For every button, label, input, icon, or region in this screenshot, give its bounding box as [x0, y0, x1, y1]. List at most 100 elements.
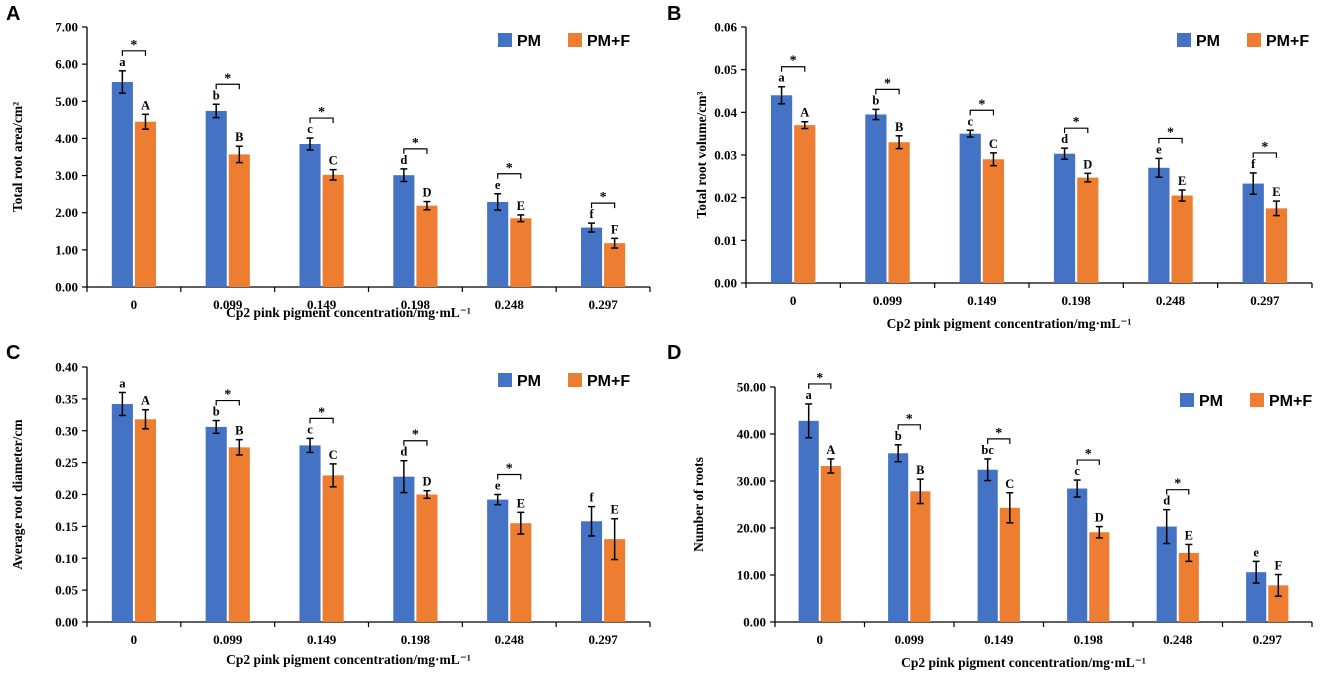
- significance-letter: d: [400, 445, 407, 459]
- x-tick-label: 0.248: [495, 632, 525, 647]
- significance-letter: b: [895, 429, 902, 443]
- x-tick-label: 0.297: [588, 632, 618, 647]
- y-axis-label: Total root area/cm²: [10, 102, 25, 212]
- significance-bracket: [215, 83, 240, 90]
- significance-star: *: [130, 38, 137, 53]
- significance-bracket: [121, 50, 147, 56]
- significance-letter: e: [495, 178, 501, 192]
- significance-letter: E: [517, 199, 525, 213]
- chart-panel-d: D 0.00 10.00 20.00 30.00 40.00 50.00 0 a A * 0.099 b…: [667, 342, 1313, 670]
- significance-letter: C: [329, 154, 338, 168]
- chart-panel-c: C 0.00 0.05 0.10 0.15 0.20 0.25 0.30 0.35 0.40 0 a A…: [6, 342, 651, 667]
- x-tick-label: 0.297: [1253, 632, 1283, 647]
- significance-bracket: [875, 88, 900, 95]
- bar-pm-plus-f-0.198: [416, 205, 438, 287]
- legend-swatch-pm: [498, 33, 512, 47]
- y-tick-label: 0.05: [55, 583, 78, 598]
- x-tick-label: 0.297: [1250, 293, 1280, 308]
- significance-star: *: [790, 54, 797, 69]
- legend-label: PM+F: [587, 33, 630, 50]
- significance-bracket: [1252, 152, 1278, 158]
- significance-star: *: [1073, 115, 1080, 130]
- bar-pm-plus-f-0.149: [982, 159, 1005, 283]
- y-tick-label: 4.00: [55, 131, 78, 146]
- significance-letter: f: [589, 491, 594, 505]
- significance-star: *: [224, 388, 231, 403]
- x-tick-label: 0.248: [1163, 632, 1193, 647]
- x-tick-label: 0: [131, 297, 138, 312]
- significance-letter: C: [329, 448, 338, 462]
- legend-label: PM: [517, 373, 541, 390]
- significance-letter: e: [1253, 545, 1259, 559]
- x-tick-label: 0.099: [895, 632, 925, 647]
- significance-letter: e: [1156, 142, 1162, 156]
- significance-bracket: [215, 399, 240, 406]
- significance-letter: b: [213, 88, 220, 102]
- significance-letter: B: [235, 130, 243, 144]
- bar-pm-plus-f-0.099: [888, 142, 910, 283]
- significance-letter: E: [1272, 185, 1280, 199]
- x-tick-label: 0: [131, 632, 138, 647]
- significance-letter: a: [119, 377, 126, 391]
- x-tick-label: 0.149: [984, 632, 1014, 647]
- panel-label-c: C: [6, 342, 20, 364]
- significance-star: *: [412, 428, 419, 443]
- legend-label: PM: [1199, 393, 1223, 410]
- bar-pm-0.099: [888, 453, 909, 622]
- significance-star: *: [1261, 140, 1268, 155]
- y-tick-label: 5.00: [55, 94, 78, 109]
- significance-letter: D: [422, 475, 431, 489]
- legend: PM PM+F: [498, 33, 630, 50]
- significance-bracket: [987, 438, 1011, 444]
- significance-letter: D: [422, 186, 431, 200]
- bar-pm-plus-f-0.297: [604, 243, 626, 287]
- x-tick-label: 0: [790, 293, 797, 308]
- y-tick-label: 50.00: [737, 380, 766, 395]
- y-tick-label: 0.30: [55, 423, 78, 438]
- bar-pm-plus-f-0.297: [604, 539, 626, 622]
- x-tick-label: 0.099: [873, 293, 903, 308]
- significance-star: *: [978, 97, 985, 112]
- x-axis-label: Cp2 pink pigment concentration/mg·mL⁻¹: [901, 655, 1146, 670]
- legend: PM PM+F: [1180, 393, 1312, 410]
- bar-pm-0.099: [865, 114, 887, 283]
- significance-letter: bc: [981, 443, 994, 457]
- legend-label: PM+F: [587, 373, 630, 390]
- bar-pm-plus-f-0.198: [1077, 177, 1099, 283]
- y-tick-label: 0.25: [55, 455, 78, 470]
- x-tick-label: 0.198: [1074, 632, 1104, 647]
- significance-letter: a: [806, 388, 813, 402]
- bar-pm-plus-f-0.248: [1171, 195, 1193, 283]
- significance-star: *: [906, 412, 913, 427]
- legend-label: PM+F: [1266, 33, 1309, 50]
- legend: PM PM+F: [1177, 33, 1309, 50]
- x-tick-label: 0.297: [588, 297, 618, 312]
- bar-pm-0.248: [1148, 167, 1170, 283]
- significance-letter: b: [213, 405, 220, 419]
- y-tick-label: 2.00: [55, 205, 78, 220]
- significance-letter: F: [1274, 559, 1282, 573]
- y-tick-label: 0.00: [743, 615, 766, 630]
- bar-pm-0.248: [487, 201, 509, 287]
- significance-star: *: [506, 462, 513, 477]
- significance-bracket: [403, 148, 428, 154]
- y-tick-label: 0.00: [55, 615, 78, 630]
- y-tick-label: 40.00: [737, 427, 766, 442]
- significance-letter: E: [1178, 174, 1186, 188]
- significance-letter: f: [589, 207, 594, 221]
- bar-pm-0.297: [1246, 572, 1267, 622]
- significance-letter: A: [141, 98, 150, 112]
- bar-pm-0.297: [580, 227, 603, 287]
- bar-pm-0.297: [1242, 183, 1264, 283]
- chart-panel-b: B 0.00 0.01 0.02 0.03 0.04 0.05 0.06 0 a A * 0.099 b B…: [667, 3, 1313, 331]
- significance-letter: c: [307, 422, 313, 436]
- y-axis-label: Average root diameter/cm: [10, 419, 25, 570]
- legend-label: PM: [517, 33, 541, 50]
- legend-swatch-pm: [1180, 393, 1194, 407]
- bar-pm-plus-f-0.248: [510, 218, 532, 287]
- significance-star: *: [995, 426, 1002, 441]
- bar-pm-0.149: [299, 445, 321, 622]
- significance-bracket: [309, 117, 334, 124]
- significance-letter: A: [141, 394, 150, 408]
